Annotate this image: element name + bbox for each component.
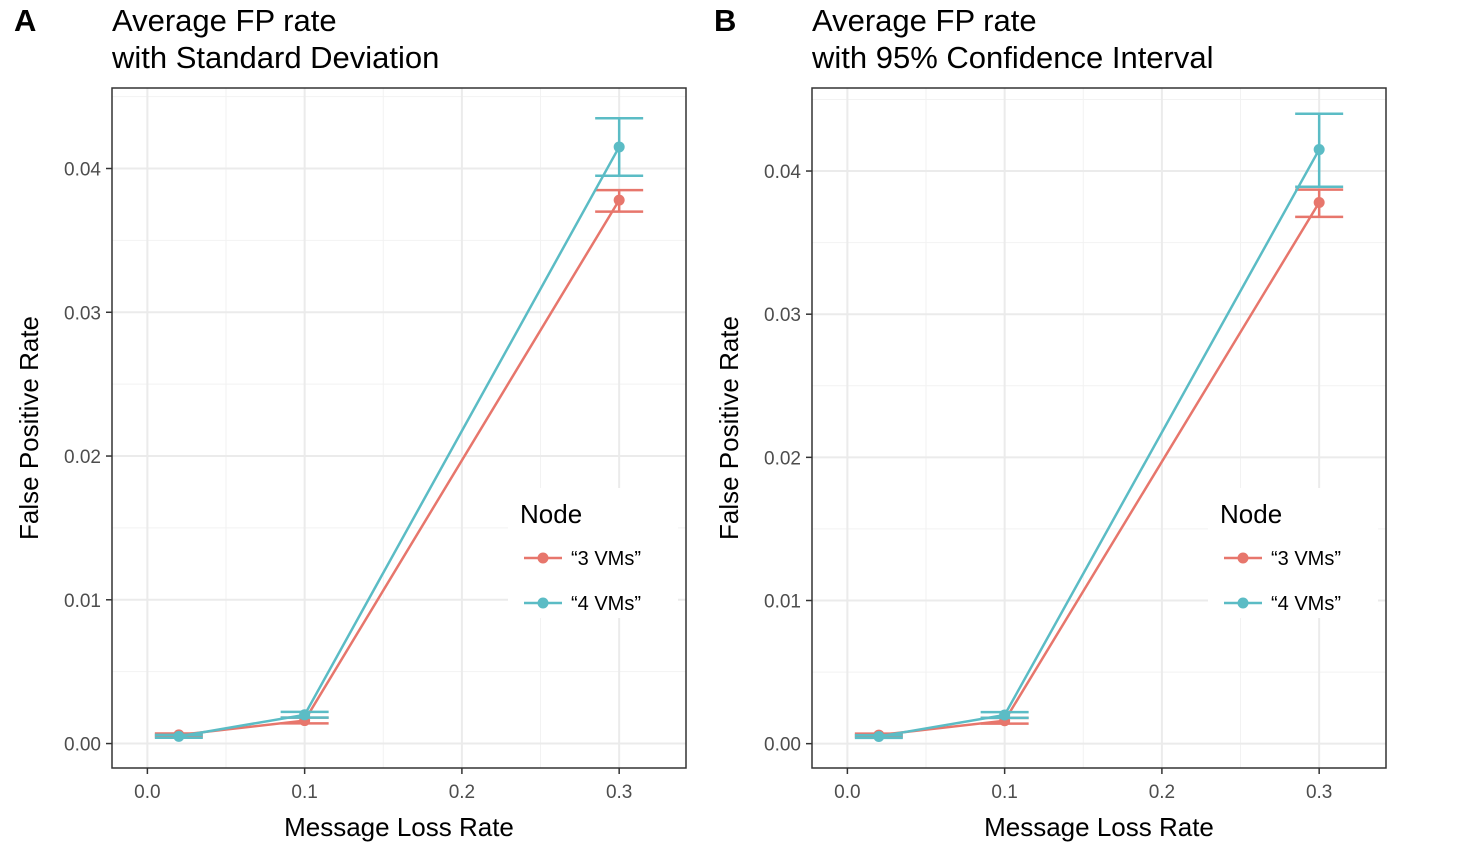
- y-tick-label: 0.01: [64, 591, 101, 612]
- legend-key-point: [537, 552, 549, 564]
- grid: [812, 88, 1386, 768]
- chart-title-line-1: with 95% Confidence Interval: [811, 40, 1214, 75]
- y-axis-title: False Positive Rate: [714, 316, 744, 540]
- x-axis: 0.0 0.1 0.2 0.3: [134, 768, 632, 803]
- legend-label-1: “4 VMs”: [571, 593, 641, 615]
- legend-key-point: [537, 597, 549, 609]
- panel-letter: A: [14, 3, 36, 38]
- y-tick-label: 0.04: [64, 160, 101, 181]
- data-point-1-0: [173, 730, 185, 742]
- data-point-1-0: [873, 731, 885, 743]
- y-tick-label: 0.02: [64, 447, 101, 468]
- y-axis: 0.00 0.01 0.02 0.03 0.04: [64, 160, 112, 756]
- x-tick-label: 0.2: [1149, 782, 1175, 803]
- y-tick-label: 0.00: [64, 735, 101, 756]
- y-tick-label: 0.00: [764, 735, 801, 756]
- panel-border: [811, 87, 1387, 769]
- x-axis-title: Message Loss Rate: [284, 812, 514, 842]
- data-point-1-1: [299, 709, 311, 721]
- x-tick-label: 0.0: [834, 782, 860, 803]
- y-axis-title: False Positive Rate: [14, 316, 44, 540]
- legend-title: Node: [1220, 499, 1282, 529]
- data-point-1-1: [999, 709, 1011, 721]
- series-1: [154, 116, 644, 742]
- chart-title-line-1: with Standard Deviation: [111, 40, 439, 75]
- y-tick-label: 0.03: [764, 305, 801, 326]
- data-point-1-2: [1313, 144, 1325, 156]
- data-point-1-2: [613, 141, 625, 153]
- legend: Node “3 VMs” “4 VMs”: [508, 488, 678, 618]
- x-tick-label: 0.0: [134, 782, 160, 803]
- x-tick-label: 0.1: [291, 782, 317, 803]
- legend-background: [508, 488, 678, 618]
- x-axis-title: Message Loss Rate: [984, 812, 1214, 842]
- x-axis: 0.0 0.1 0.2 0.3: [834, 768, 1332, 803]
- series-1: [854, 112, 1344, 743]
- legend-key-1: [524, 597, 562, 609]
- legend-key-1: [1224, 597, 1262, 609]
- legend: Node “3 VMs” “4 VMs”: [1208, 488, 1378, 618]
- panel-border: [111, 87, 687, 769]
- legend-label-1: “4 VMs”: [1271, 593, 1341, 615]
- legend-key-point: [1237, 597, 1249, 609]
- chart-title-line-0: Average FP rate: [812, 3, 1037, 38]
- legend-key-0: [524, 552, 562, 564]
- legend-key-point: [1237, 552, 1249, 564]
- data-point-0-2: [1313, 197, 1325, 209]
- legend-background: [1208, 488, 1378, 618]
- legend-label-0: “3 VMs”: [571, 548, 641, 570]
- x-tick-label: 0.2: [449, 782, 475, 803]
- legend-key-0: [1224, 552, 1262, 564]
- y-tick-label: 0.03: [64, 303, 101, 324]
- y-tick-label: 0.04: [764, 162, 801, 183]
- y-tick-label: 0.02: [764, 448, 801, 469]
- chart-title-line-0: Average FP rate: [112, 3, 337, 38]
- data-point-0-2: [613, 194, 625, 206]
- legend-title: Node: [520, 499, 582, 529]
- x-tick-label: 0.3: [1306, 782, 1332, 803]
- x-tick-label: 0.3: [606, 782, 632, 803]
- y-tick-label: 0.01: [764, 592, 801, 613]
- panel-letter: B: [714, 3, 736, 38]
- x-tick-label: 0.1: [991, 782, 1017, 803]
- panel-a: 0.0 0.1 0.2 0.3 0.00 0.01 0.02 0.03 0.04 Message …: [14, 3, 687, 842]
- panel-b: 0.0 0.1 0.2 0.3 0.00 0.01 0.02 0.03 0.04 Message …: [714, 3, 1387, 842]
- legend-label-0: “3 VMs”: [1271, 548, 1341, 570]
- y-axis: 0.00 0.01 0.02 0.03 0.04: [764, 162, 812, 756]
